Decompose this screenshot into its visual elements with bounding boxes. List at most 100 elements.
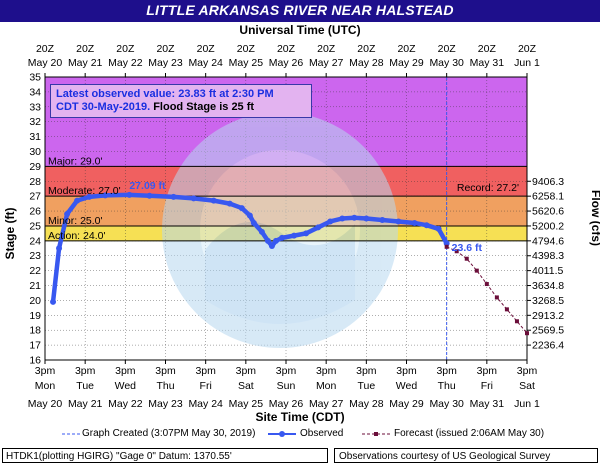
x-tick-time: 3pm (356, 365, 377, 377)
observed-point (226, 200, 233, 207)
observed-point (291, 232, 298, 239)
observed-legend: Observed (300, 428, 344, 439)
observed-point (126, 191, 133, 198)
observed-point (268, 243, 275, 250)
top-tick-time: 20Z (76, 43, 95, 55)
flow-tick-label: 2236.4 (532, 340, 564, 352)
observed-point (190, 195, 197, 202)
top-axis-title: Universal Time (UTC) (239, 23, 361, 37)
top-tick-date: May 27 (309, 57, 344, 69)
top-tick-time: 20Z (197, 43, 216, 55)
top-tick-time: 20Z (237, 43, 256, 55)
flow-tick-label: 4794.6 (532, 235, 564, 247)
flow-tick-label: 5200.2 (532, 220, 564, 232)
top-tick-date: May 23 (148, 57, 183, 69)
top-tick-date: May 28 (349, 57, 384, 69)
latest-observed-box: Latest observed value: 23.83 ft at 2:30 … (50, 84, 312, 118)
x-tick-weekday: Thu (156, 380, 174, 392)
flood-label-minor: Minor: 25.0' (48, 215, 103, 227)
forecast-legend-marker (374, 432, 378, 436)
observed-point (363, 215, 370, 222)
observed-point (50, 298, 57, 305)
y-tick-label: 27 (29, 191, 41, 203)
flow-tick-label: 4398.3 (532, 250, 564, 262)
forecast-point (484, 282, 489, 287)
x-tick-time: 3pm (396, 365, 417, 377)
top-tick-date: May 22 (108, 57, 143, 69)
flow-tick-label: 5620.6 (532, 206, 564, 218)
x-tick-date: May 23 (148, 398, 183, 410)
y-tick-label: 22 (29, 265, 41, 277)
top-tick-date: May 26 (269, 57, 304, 69)
y-tick-label: 30 (29, 146, 41, 158)
x-tick-time: 3pm (236, 365, 257, 377)
latest-line1: Latest observed value: 23.83 ft at 2:30 … (56, 88, 274, 100)
flow-axis-title: Flow (cfs) (589, 190, 600, 246)
x-tick-weekday: Fri (481, 380, 493, 392)
observed-point (411, 219, 418, 226)
y-tick-label: 20 (29, 295, 41, 307)
observed-point (303, 230, 310, 237)
x-tick-weekday: Wed (396, 380, 418, 392)
flow-tick-label: 3268.5 (532, 295, 564, 307)
x-tick-weekday: Wed (115, 380, 137, 392)
y-tick-label: 28 (29, 176, 41, 188)
x-tick-date: May 22 (108, 398, 143, 410)
observed-point (315, 224, 322, 231)
top-tick-time: 20Z (156, 43, 175, 55)
top-tick-date: May 21 (68, 57, 103, 69)
forecast-point (454, 249, 459, 254)
observed-point (278, 234, 285, 241)
flood-stage-text: Flood Stage is 25 ft (150, 101, 255, 113)
x-tick-time: 3pm (115, 365, 136, 377)
observed-point (250, 219, 257, 226)
y-tick-label: 32 (29, 116, 41, 128)
flood-label-major: Major: 29.0' (48, 155, 103, 167)
x-tick-date: May 26 (269, 398, 304, 410)
flood-label-action: Action: 24.0' (48, 230, 105, 242)
observed-point (339, 215, 346, 222)
observed-point (351, 214, 358, 221)
y-tick-label: 16 (29, 355, 41, 367)
top-tick-date: May 20 (28, 57, 63, 69)
top-tick-time: 20Z (478, 43, 497, 55)
graph-created-legend: Graph Created (3:07PM May 30, 2019) (82, 428, 256, 439)
x-tick-weekday: Tue (76, 380, 94, 392)
observed-point (327, 218, 334, 225)
y-tick-label: 18 (29, 325, 41, 337)
y-axis-title: Stage (ft) (3, 208, 17, 260)
chart-labels: 16 17 18 19 20 21 22 23 24 25 26 27 28 29 30 31 32 33 34 35… (3, 43, 600, 410)
observed-point (170, 193, 177, 200)
observed-point (246, 212, 253, 219)
y-tick-label: 19 (29, 310, 41, 322)
top-tick-time: 20Z (438, 43, 457, 55)
top-tick-date: May 30 (429, 57, 464, 69)
y-tick-label: 29 (29, 161, 41, 173)
forecast-point (525, 331, 529, 336)
top-tick-time: 20Z (36, 43, 55, 55)
y-tick-label: 25 (29, 220, 41, 232)
observed-point (395, 218, 402, 225)
x-tick-weekday: Fri (200, 380, 212, 392)
x-tick-date: May 20 (28, 398, 63, 410)
top-tick-date: Jun 1 (514, 57, 540, 69)
x-tick-time: 3pm (35, 365, 56, 377)
top-tick-date: May 29 (389, 57, 424, 69)
x-tick-weekday: Sat (519, 380, 535, 392)
x-tick-date: May 27 (309, 398, 344, 410)
observed-point (272, 237, 279, 244)
x-tick-date: May 30 (429, 398, 464, 410)
forecast-point (444, 244, 449, 249)
current-annotation: 23.6 ft (452, 242, 483, 254)
top-tick-date: May 31 (470, 57, 505, 69)
forecast-point (494, 295, 499, 300)
flow-tick-label: 4011.5 (532, 265, 563, 277)
observed-point (86, 193, 93, 200)
title-bar: LITTLE ARKANSAS RIVER NEAR HALSTEAD (0, 0, 600, 22)
series (50, 191, 529, 336)
forecast-point (514, 319, 519, 324)
top-tick-time: 20Z (518, 43, 537, 55)
flow-tick-label: 2913.2 (532, 310, 564, 322)
flow-tick-label: 2569.5 (532, 325, 564, 337)
